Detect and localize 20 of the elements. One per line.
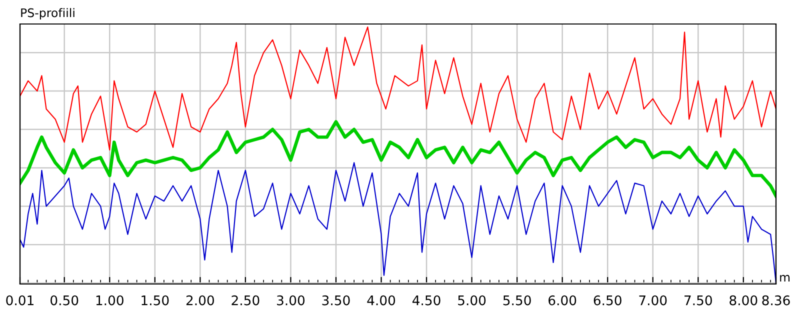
x-tick-label: 6.50 bbox=[594, 295, 622, 306]
x-tick-label: 3.00 bbox=[277, 295, 305, 306]
x-axis-title: m bbox=[780, 274, 790, 282]
x-tick-label: 0.01 bbox=[6, 295, 34, 306]
x-tick-label: 8.36 bbox=[762, 295, 790, 306]
x-tick-label: 5.00 bbox=[458, 295, 486, 306]
chart-title: PS-profiili bbox=[21, 8, 74, 20]
x-tick-label: 7.00 bbox=[639, 295, 667, 306]
x-tick-label: 7.50 bbox=[684, 295, 712, 306]
x-tick-label: 1.00 bbox=[96, 295, 124, 306]
x-tick-label: 2.00 bbox=[186, 295, 214, 306]
x-tick-label: 0.50 bbox=[50, 295, 78, 306]
x-tick-label: 4.00 bbox=[367, 295, 396, 306]
x-tick-label: 5.50 bbox=[503, 295, 531, 306]
x-tick-label: 2.50 bbox=[232, 295, 260, 306]
x-tick-label: 3.50 bbox=[322, 295, 350, 306]
x-tick-label: 8.00 bbox=[730, 295, 758, 306]
x-tick-label: 4.50 bbox=[412, 295, 440, 306]
x-tick-label: 1.50 bbox=[142, 295, 169, 306]
x-tick-label: 6.00 bbox=[548, 295, 576, 306]
